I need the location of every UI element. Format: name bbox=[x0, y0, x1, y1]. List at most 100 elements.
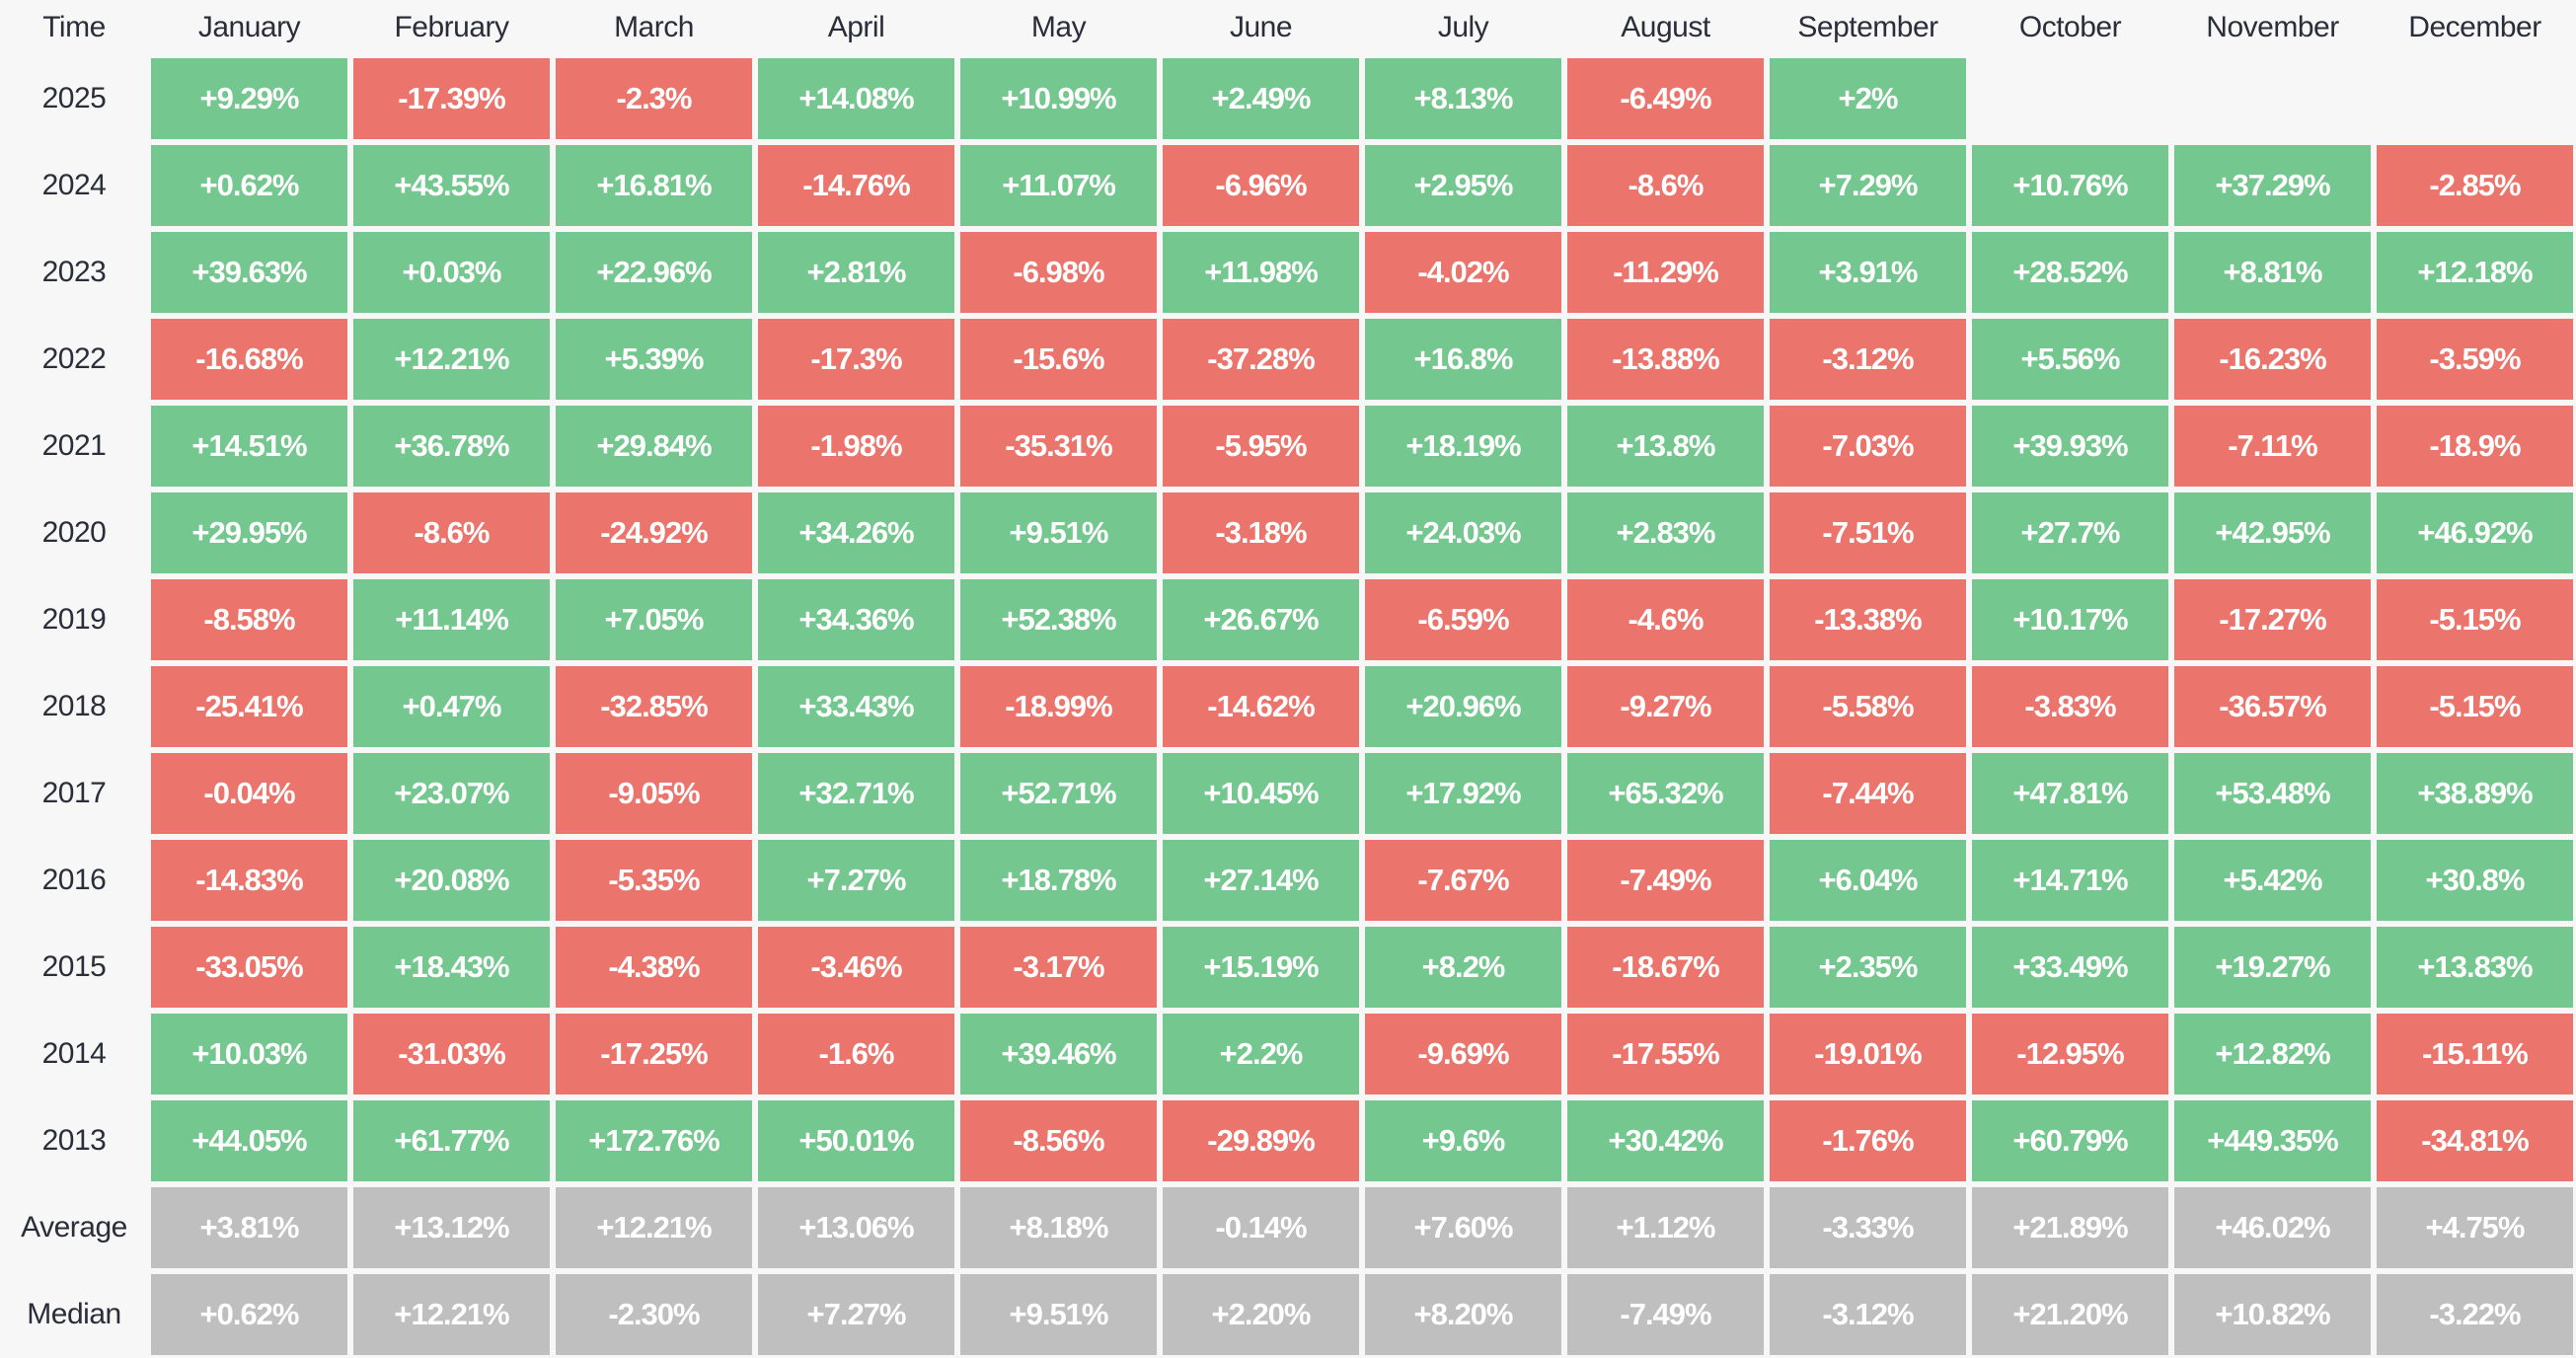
heatmap-cell: +36.78% bbox=[353, 406, 550, 487]
heatmap-cell: +7.27% bbox=[758, 1274, 954, 1355]
heatmap-cell: +18.19% bbox=[1365, 406, 1561, 487]
heatmap-cell: +2.49% bbox=[1163, 58, 1359, 139]
heatmap-cell: +26.67% bbox=[1163, 579, 1359, 660]
heatmap-cell: -14.83% bbox=[151, 840, 347, 921]
heatmap-cell: +52.38% bbox=[960, 579, 1157, 660]
empty-cell bbox=[2374, 55, 2576, 142]
heatmap-cell: +7.60% bbox=[1365, 1187, 1561, 1268]
heatmap-cell: -3.12% bbox=[1770, 319, 1966, 400]
row-label: 2024 bbox=[41, 169, 107, 201]
row-label: 2014 bbox=[41, 1037, 107, 1070]
heatmap-cell: -14.62% bbox=[1163, 666, 1359, 747]
month-header: October bbox=[2018, 11, 2122, 43]
month-header: July bbox=[1437, 11, 1489, 43]
heatmap-cell: -15.6% bbox=[960, 319, 1157, 400]
heatmap-cell: +4.75% bbox=[2377, 1187, 2573, 1268]
heatmap-cell: +12.21% bbox=[353, 319, 550, 400]
heatmap-cell: +2.35% bbox=[1770, 927, 1966, 1008]
heatmap-cell: -7.11% bbox=[2174, 406, 2371, 487]
heatmap-cell: -1.76% bbox=[1770, 1100, 1966, 1181]
heatmap-cell: -11.29% bbox=[1567, 232, 1764, 313]
heatmap-cell: -18.9% bbox=[2377, 406, 2573, 487]
row-label: Median bbox=[27, 1298, 121, 1330]
heatmap-cell: +5.42% bbox=[2174, 840, 2371, 921]
heatmap-cell: -7.49% bbox=[1567, 1274, 1764, 1355]
heatmap-cell: +2.81% bbox=[758, 232, 954, 313]
heatmap-cell: +42.95% bbox=[2174, 492, 2371, 573]
heatmap-cell: -3.83% bbox=[1972, 666, 2168, 747]
heatmap-cell: -15.11% bbox=[2377, 1014, 2573, 1094]
heatmap-cell: +21.20% bbox=[1972, 1274, 2168, 1355]
heatmap-cell: -8.58% bbox=[151, 579, 347, 660]
heatmap-cell: -8.6% bbox=[353, 492, 550, 573]
heatmap-cell: -9.05% bbox=[556, 753, 752, 834]
heatmap-cell: +10.17% bbox=[1972, 579, 2168, 660]
heatmap-cell: +14.71% bbox=[1972, 840, 2168, 921]
heatmap-cell: -13.38% bbox=[1770, 579, 1966, 660]
heatmap-cell: +30.8% bbox=[2377, 840, 2573, 921]
heatmap-cell: +10.82% bbox=[2174, 1274, 2371, 1355]
heatmap-cell: -5.35% bbox=[556, 840, 752, 921]
heatmap-cell: -4.38% bbox=[556, 927, 752, 1008]
row-label: 2018 bbox=[41, 690, 107, 722]
row-label: 2016 bbox=[41, 864, 107, 896]
heatmap-cell: +50.01% bbox=[758, 1100, 954, 1181]
heatmap-cell: +1.12% bbox=[1567, 1187, 1764, 1268]
heatmap-cell: +46.02% bbox=[2174, 1187, 2371, 1268]
heatmap-cell: +43.55% bbox=[353, 145, 550, 226]
heatmap-cell: +17.92% bbox=[1365, 753, 1561, 834]
heatmap-cell: +13.12% bbox=[353, 1187, 550, 1268]
heatmap-cell: -5.58% bbox=[1770, 666, 1966, 747]
heatmap-cell: -7.51% bbox=[1770, 492, 1966, 573]
heatmap-cell: -5.15% bbox=[2377, 579, 2573, 660]
heatmap-cell: +21.89% bbox=[1972, 1187, 2168, 1268]
row-label: Average bbox=[21, 1211, 127, 1244]
heatmap-cell: +34.36% bbox=[758, 579, 954, 660]
heatmap-cell: -31.03% bbox=[353, 1014, 550, 1094]
heatmap-cell: -7.49% bbox=[1567, 840, 1764, 921]
heatmap-cell: +15.19% bbox=[1163, 927, 1359, 1008]
heatmap-cell: -18.99% bbox=[960, 666, 1157, 747]
heatmap-cell: -17.55% bbox=[1567, 1014, 1764, 1094]
heatmap-cell: -14.76% bbox=[758, 145, 954, 226]
heatmap-cell: +19.27% bbox=[2174, 927, 2371, 1008]
heatmap-cell: +11.14% bbox=[353, 579, 550, 660]
heatmap-cell: +60.79% bbox=[1972, 1100, 2168, 1181]
heatmap-cell: +39.93% bbox=[1972, 406, 2168, 487]
heatmap-cell: -35.31% bbox=[960, 406, 1157, 487]
month-header: December bbox=[2408, 11, 2541, 43]
heatmap-cell: +12.82% bbox=[2174, 1014, 2371, 1094]
heatmap-cell: +14.08% bbox=[758, 58, 954, 139]
heatmap-cell: -9.69% bbox=[1365, 1014, 1561, 1094]
heatmap-cell: -6.49% bbox=[1567, 58, 1764, 139]
heatmap-cell: -5.95% bbox=[1163, 406, 1359, 487]
heatmap-cell: -7.03% bbox=[1770, 406, 1966, 487]
heatmap-cell: -1.6% bbox=[758, 1014, 954, 1094]
heatmap-cell: +38.89% bbox=[2377, 753, 2573, 834]
heatmap-cell: +3.81% bbox=[151, 1187, 347, 1268]
heatmap-cell: -6.96% bbox=[1163, 145, 1359, 226]
heatmap-cell: -37.28% bbox=[1163, 319, 1359, 400]
heatmap-cell: -17.39% bbox=[353, 58, 550, 139]
heatmap-cell: +44.05% bbox=[151, 1100, 347, 1181]
heatmap-cell: +13.8% bbox=[1567, 406, 1764, 487]
heatmap-cell: +39.46% bbox=[960, 1014, 1157, 1094]
heatmap-cell: +61.77% bbox=[353, 1100, 550, 1181]
heatmap-cell: +8.18% bbox=[960, 1187, 1157, 1268]
heatmap-cell: +52.71% bbox=[960, 753, 1157, 834]
heatmap-cell: +9.51% bbox=[960, 1274, 1157, 1355]
heatmap-cell: +28.52% bbox=[1972, 232, 2168, 313]
heatmap-cell: +9.6% bbox=[1365, 1100, 1561, 1181]
heatmap-cell: -3.59% bbox=[2377, 319, 2573, 400]
heatmap-cell: +12.18% bbox=[2377, 232, 2573, 313]
heatmap-cell: +0.62% bbox=[151, 145, 347, 226]
heatmap-cell: +5.56% bbox=[1972, 319, 2168, 400]
heatmap-cell: +24.03% bbox=[1365, 492, 1561, 573]
heatmap-cell: +29.95% bbox=[151, 492, 347, 573]
heatmap-cell: -32.85% bbox=[556, 666, 752, 747]
heatmap-cell: +2.2% bbox=[1163, 1014, 1359, 1094]
heatmap-cell: +53.48% bbox=[2174, 753, 2371, 834]
heatmap-cell: +10.99% bbox=[960, 58, 1157, 139]
heatmap-cell: -3.12% bbox=[1770, 1274, 1966, 1355]
heatmap-cell: +33.43% bbox=[758, 666, 954, 747]
